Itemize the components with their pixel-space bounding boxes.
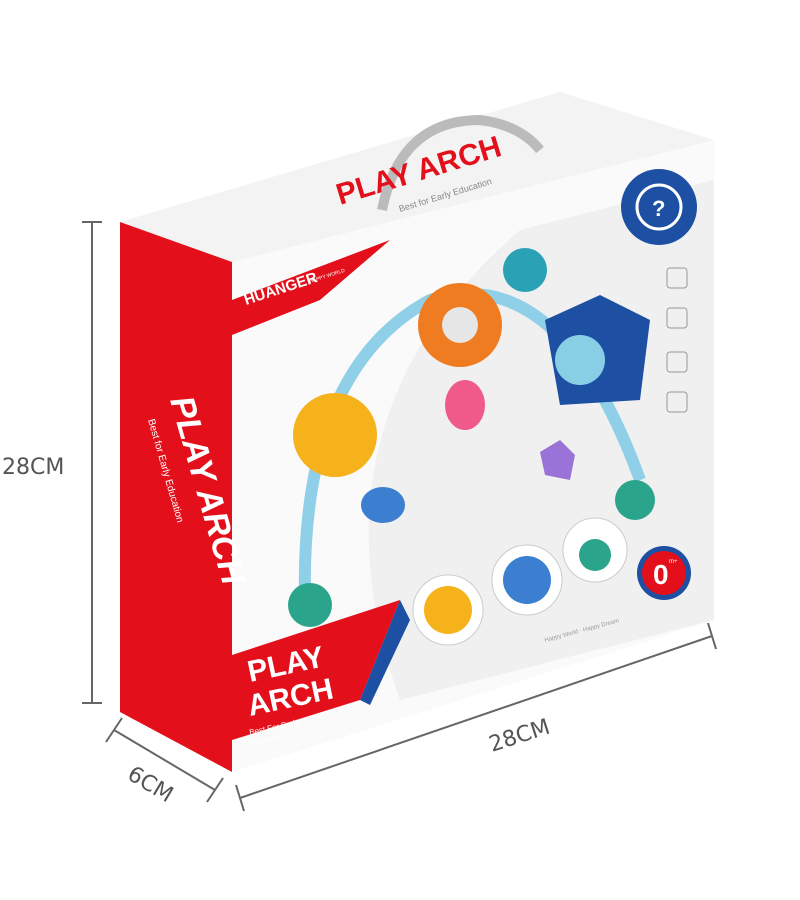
depth-label: 6CM: [123, 762, 177, 808]
box-top-face: [120, 92, 714, 262]
baby-puzzle-badge-icon: [621, 169, 697, 245]
age-unit: m+: [669, 559, 678, 565]
width-label: 28CM: [486, 715, 553, 758]
box-side-face: [120, 222, 232, 772]
auditory-icon: [666, 391, 688, 413]
dimension-lines: [82, 221, 717, 812]
rattle-disc: [555, 335, 605, 385]
hand-icon: [666, 307, 688, 329]
flower-toy: [293, 393, 377, 477]
mirror: [442, 307, 478, 343]
visual-icon: [666, 351, 688, 373]
height-label: 28CM: [2, 455, 64, 480]
age-number: 0: [653, 559, 669, 590]
clip-left: [288, 583, 332, 627]
front-title-accent: [360, 600, 410, 705]
carry-handle: [377, 114, 544, 211]
whale-teether: [361, 487, 405, 523]
clip-right: [615, 480, 655, 520]
jellyfish-toy: [445, 380, 485, 430]
finger-icon: [666, 267, 688, 289]
front-title-panel: [232, 600, 400, 740]
coral-toy: [503, 248, 547, 292]
brand-band: [232, 240, 390, 335]
star-teether: [540, 440, 575, 480]
svg-text:?: ?: [652, 196, 665, 221]
